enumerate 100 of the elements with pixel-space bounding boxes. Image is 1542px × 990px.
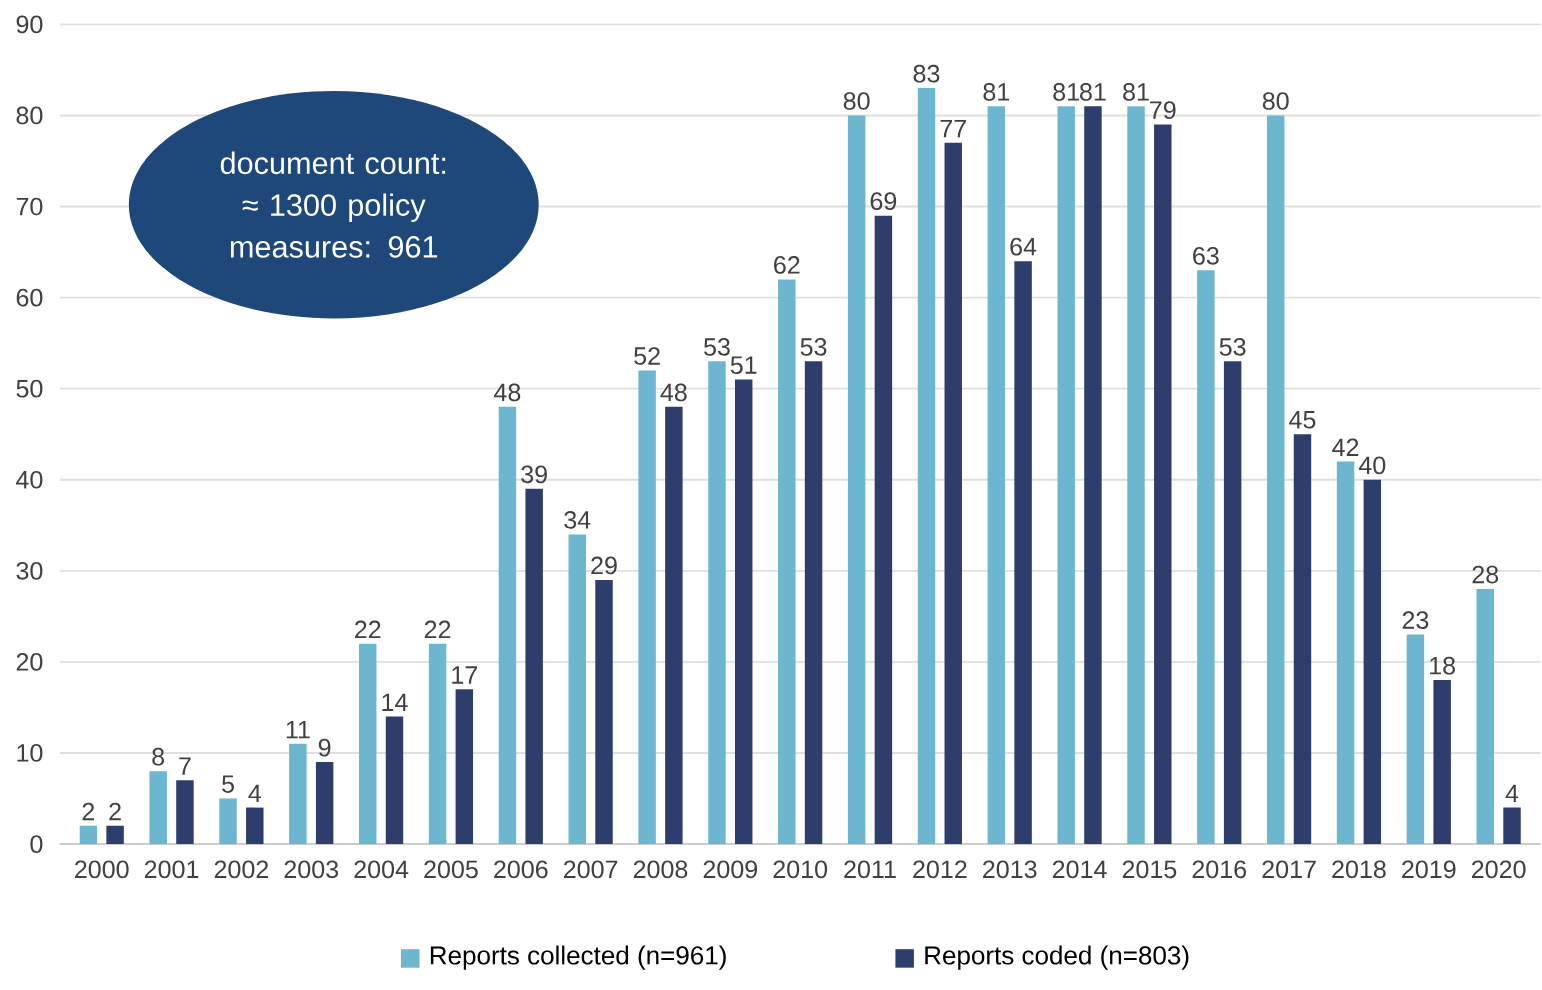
bar [1057, 106, 1075, 845]
data-label: 77 [940, 119, 966, 138]
data-label: 29 [591, 556, 617, 575]
bar [778, 279, 796, 845]
x-tick-label: 2020 [1471, 860, 1526, 879]
y-tick-label: 40 [16, 470, 43, 489]
bar [1363, 479, 1382, 845]
data-label: 48 [494, 383, 521, 402]
data-label: 69 [870, 192, 897, 211]
bar [385, 716, 404, 845]
bar [1503, 807, 1521, 845]
y-tick-label: 60 [16, 288, 43, 307]
bar [498, 406, 517, 845]
x-tick-label: 2015 [1122, 860, 1177, 879]
data-label: 39 [521, 465, 547, 484]
bar [874, 215, 893, 845]
data-label: 7 [179, 757, 191, 775]
bar [1223, 361, 1242, 845]
bar [359, 643, 377, 845]
bar [149, 771, 167, 845]
bar [79, 825, 98, 845]
legend-label: Reports collected (n=961) [430, 945, 726, 970]
bar [734, 379, 753, 845]
y-tick-label: 10 [17, 744, 43, 762]
x-tick-label: 2013 [983, 860, 1037, 879]
data-label: 80 [1262, 92, 1289, 110]
data-label: 22 [355, 620, 381, 639]
bar [1433, 680, 1451, 845]
x-tick-label: 2004 [354, 860, 409, 879]
bar [708, 361, 726, 845]
data-label: 4 [248, 784, 262, 803]
y-tick-label: 0 [30, 835, 43, 853]
x-tick-label: 2001 [144, 860, 199, 879]
x-tick-label: 2012 [913, 860, 967, 879]
data-label: 2 [82, 802, 95, 821]
data-label: 79 [1150, 101, 1176, 119]
data-label: 40 [1358, 456, 1386, 475]
data-label: 53 [800, 338, 827, 356]
data-label: 48 [660, 383, 687, 402]
bar [1014, 261, 1032, 845]
data-label: 14 [382, 693, 408, 711]
x-tick-label: 2007 [563, 860, 618, 879]
bar [638, 370, 656, 845]
data-label: 53 [704, 338, 730, 356]
bar [595, 579, 613, 845]
data-label: 81 [983, 83, 1010, 101]
bar [455, 689, 474, 845]
data-label: 18 [1430, 656, 1455, 675]
bar [315, 762, 334, 845]
bar [1266, 115, 1285, 845]
x-tick-label: 2005 [424, 860, 478, 879]
y-tick-label: 70 [16, 197, 43, 216]
legend-label: Reports coded (n=803) [925, 945, 1189, 970]
x-tick-label: 2016 [1192, 860, 1247, 879]
data-label: 81 [1080, 83, 1106, 101]
bar [987, 106, 1006, 845]
bar [804, 361, 823, 845]
data-label: 9 [318, 738, 331, 757]
x-tick-label: 2009 [703, 860, 758, 879]
data-label: 11 [286, 721, 310, 739]
data-label: 51 [730, 356, 757, 374]
y-tick-label: 30 [16, 561, 43, 580]
x-tick-label: 2017 [1262, 860, 1316, 879]
data-label: 4 [1505, 784, 1519, 803]
data-label: 8 [152, 747, 165, 766]
data-label: 63 [1193, 246, 1219, 265]
data-label: 80 [843, 92, 870, 110]
data-label: 28 [1472, 565, 1499, 584]
y-tick-label: 20 [16, 653, 43, 671]
x-tick-label: 2019 [1402, 860, 1456, 879]
bar [1127, 106, 1145, 845]
bar [917, 88, 936, 845]
x-tick-label: 2011 [844, 860, 896, 879]
bar [1406, 634, 1425, 845]
x-tick-label: 2018 [1332, 860, 1386, 879]
data-label: 5 [222, 775, 234, 793]
bar [944, 142, 962, 845]
data-label: 64 [1010, 237, 1037, 256]
bar [176, 780, 194, 845]
bar [106, 825, 124, 845]
bar [847, 115, 866, 845]
data-label: 81 [1123, 83, 1149, 101]
bar [1154, 124, 1172, 845]
bar [246, 807, 264, 845]
bar [428, 643, 447, 845]
data-label: 34 [564, 511, 591, 529]
x-tick-label: 2006 [494, 860, 548, 879]
x-tick-label: 2003 [284, 860, 339, 879]
data-label: 2 [109, 802, 121, 821]
y-tick-label: 50 [16, 379, 43, 398]
data-label: 23 [1402, 611, 1429, 629]
data-label: 52 [634, 347, 660, 365]
data-label: 83 [913, 64, 940, 83]
x-tick-label: 2002 [214, 860, 269, 879]
x-tick-label: 2014 [1052, 860, 1107, 879]
x-tick-label: 2000 [75, 860, 129, 879]
bar [219, 798, 237, 845]
x-tick-label: 2010 [773, 860, 828, 879]
y-tick-label: 80 [16, 106, 43, 125]
bar [1084, 106, 1102, 845]
